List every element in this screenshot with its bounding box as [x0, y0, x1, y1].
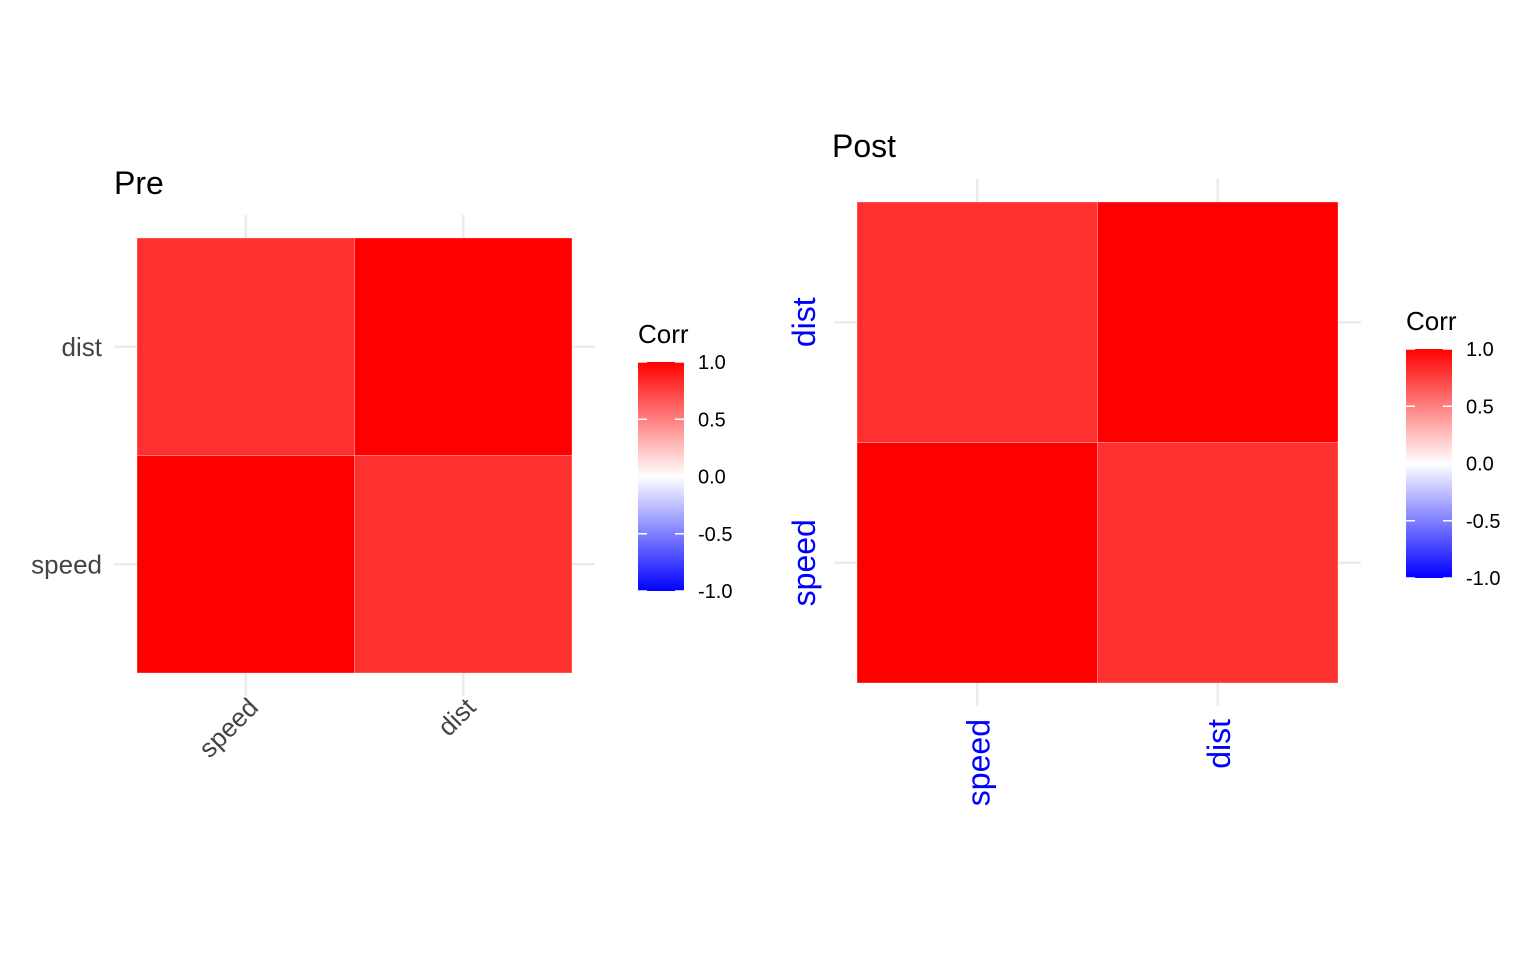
legend-tick-label: 0.0: [698, 467, 726, 489]
heatmap-tile: [1097, 442, 1339, 684]
y-tick-label: dist: [62, 332, 103, 362]
legend-tick-label: 1.0: [698, 352, 726, 374]
legend-tick-label: -1.0: [698, 581, 732, 603]
legend-tick-label: 0.5: [698, 409, 726, 431]
x-tick-label: dist: [432, 691, 482, 741]
x-tick-label: dist: [1201, 719, 1237, 769]
x-tick-label: speed: [960, 719, 996, 806]
legend-title: Corr: [1406, 306, 1457, 336]
y-tick-label: dist: [786, 297, 822, 347]
x-tick-label: speed: [193, 692, 264, 763]
heatmap-tile: [856, 442, 1098, 684]
heatmap-tile: [354, 455, 573, 674]
y-tick-label: speed: [786, 519, 822, 606]
legend-title: Corr: [638, 319, 689, 349]
legend-tick-label: -0.5: [1466, 511, 1500, 533]
legend-tick-label: -1.0: [1466, 568, 1500, 590]
chart-title: Pre: [114, 165, 164, 201]
heatmap-tile: [354, 237, 573, 456]
heatmap-tile: [856, 201, 1098, 443]
legend-tick-label: 0.5: [1466, 396, 1494, 418]
heatmap-tile: [1097, 201, 1339, 443]
legend-tick-label: -0.5: [698, 524, 732, 546]
heatmap-tile: [136, 237, 355, 456]
legend: Corr 1.0 0.5 0.0 -0.5 -1.0: [638, 319, 732, 603]
legend-tick-label: 1.0: [1466, 339, 1494, 361]
heatmap-tile: [136, 455, 355, 674]
legend-tick-label: 0.0: [1466, 454, 1494, 476]
pre-heatmap-panel: Pre speed dist speed dist Corr 1.0 0.5 0.0 -0.5 -1…: [31, 165, 732, 763]
post-heatmap-panel: Post speed dist speed dist Corr 1.0 0.5 0.0 -0.5 -…: [786, 128, 1500, 806]
legend: Corr 1.0 0.5 0.0 -0.5 -1.0: [1406, 306, 1500, 590]
chart-title: Post: [832, 128, 896, 164]
y-tick-label: speed: [31, 549, 102, 579]
